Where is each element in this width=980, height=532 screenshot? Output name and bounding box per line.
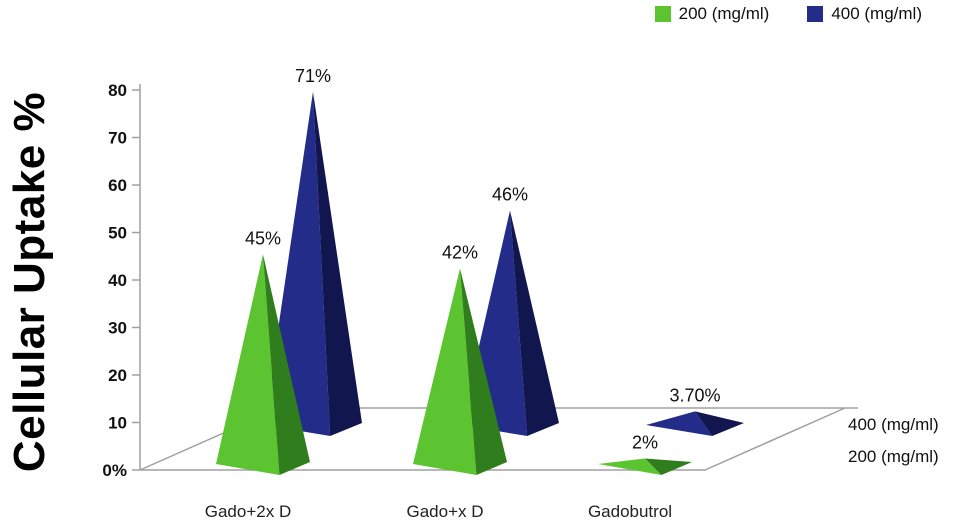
svg-text:Gadobutrol: Gadobutrol xyxy=(588,502,672,521)
legend-swatch-icon xyxy=(807,6,824,22)
svg-text:42%: 42% xyxy=(442,243,478,263)
svg-text:30: 30 xyxy=(108,319,127,338)
svg-text:40: 40 xyxy=(108,271,127,290)
svg-text:80: 80 xyxy=(108,81,127,100)
svg-text:3.70%: 3.70% xyxy=(669,385,720,405)
svg-text:50: 50 xyxy=(108,224,127,243)
legend-item: 200 (mg/ml) xyxy=(654,4,770,24)
svg-text:Gado+2x D: Gado+2x D xyxy=(205,502,291,521)
svg-text:200 (mg/ml): 200 (mg/ml) xyxy=(848,447,939,466)
legend-label: 400 (mg/ml) xyxy=(831,4,922,23)
svg-text:Gado+x D: Gado+x D xyxy=(406,502,483,521)
svg-text:45%: 45% xyxy=(245,228,281,248)
svg-text:20: 20 xyxy=(108,366,127,385)
svg-text:400 (mg/ml): 400 (mg/ml) xyxy=(848,415,939,434)
svg-text:60: 60 xyxy=(108,176,127,195)
svg-text:46%: 46% xyxy=(492,185,528,205)
svg-text:0%: 0% xyxy=(102,461,127,480)
legend-label: 200 (mg/ml) xyxy=(678,4,770,23)
legend-swatch-icon xyxy=(654,6,671,22)
svg-text:2%: 2% xyxy=(632,433,658,453)
legend-item: 400 (mg/ml) xyxy=(807,4,922,24)
svg-text:71%: 71% xyxy=(295,66,331,86)
legend: 200 (mg/ml) 400 (mg/ml) xyxy=(654,4,922,24)
svg-text:70: 70 xyxy=(108,129,127,148)
svg-text:10: 10 xyxy=(108,414,127,433)
